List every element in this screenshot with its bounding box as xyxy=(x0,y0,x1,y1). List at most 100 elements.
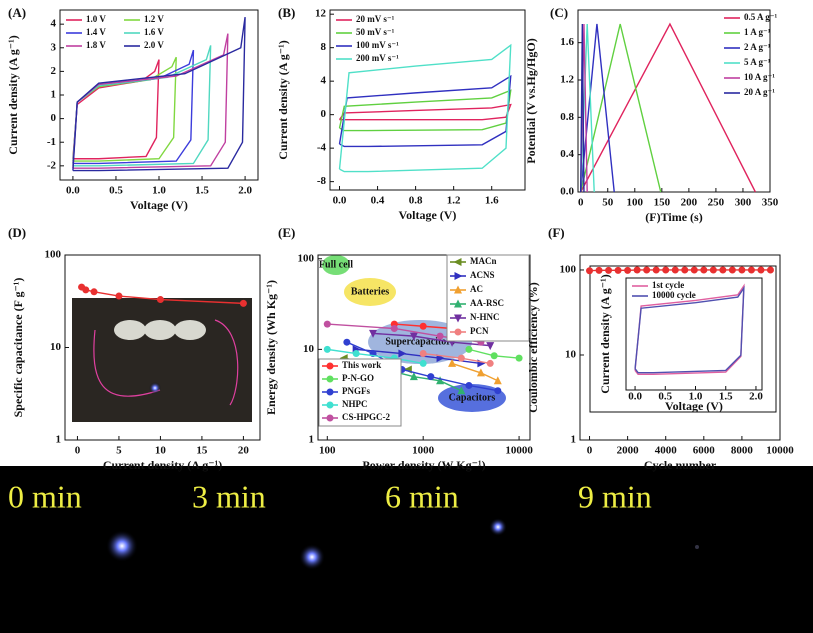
marker xyxy=(323,320,331,328)
x-tick-label: 0.4 xyxy=(371,195,385,207)
marker xyxy=(326,401,334,409)
y-tick-label: -4 xyxy=(317,142,327,154)
legend-label: 1.8 V xyxy=(86,40,106,50)
plot-frame xyxy=(625,277,763,391)
y-tick-label: 1 xyxy=(309,434,315,446)
series-line xyxy=(346,341,498,392)
x-tick-label: 2000 xyxy=(617,445,640,457)
panel-label: (E) xyxy=(278,225,295,240)
marker xyxy=(454,328,462,336)
marker xyxy=(454,285,462,294)
marker xyxy=(454,314,462,323)
x-axis-label: Voltage (V) xyxy=(130,198,188,212)
x-axis-label: (F)Time (s) xyxy=(645,210,702,224)
legend-label: 1.6 V xyxy=(144,27,164,37)
series-line xyxy=(580,23,662,193)
marker xyxy=(436,332,444,340)
x-tick-label: 4000 xyxy=(655,445,678,457)
y-tick-label: 8 xyxy=(321,41,327,53)
panel-label: (F) xyxy=(548,225,565,240)
marker xyxy=(390,324,398,332)
legend-label: 200 mV s⁻¹ xyxy=(356,53,399,63)
marker xyxy=(352,350,360,358)
marker xyxy=(586,267,594,275)
legend-label: 1.2 V xyxy=(144,14,164,24)
marker xyxy=(427,373,435,381)
y-tick-label: -8 xyxy=(317,175,327,187)
y-axis-label: Potential (V vs.Hg/HgO) xyxy=(524,38,538,163)
legend-label: CS-HPGC-2 xyxy=(342,412,390,422)
marker xyxy=(486,359,494,367)
y-tick-label: 10 xyxy=(303,343,315,355)
x-tick-label: 10000 xyxy=(766,445,794,457)
marker xyxy=(326,362,334,370)
y-tick-label: 1 xyxy=(571,434,577,446)
marker xyxy=(493,376,502,385)
y-tick-label: 10 xyxy=(565,349,577,361)
marker xyxy=(454,272,463,280)
y-axis-label: Specific capacitance (F g⁻¹) xyxy=(11,278,25,418)
x-tick-label: 350 xyxy=(762,197,779,209)
annotation: Supercapacitors xyxy=(385,336,454,347)
series-line xyxy=(372,332,491,347)
marker xyxy=(719,266,727,274)
series-line xyxy=(338,43,512,173)
marker xyxy=(409,332,418,341)
y-tick-label: 4 xyxy=(321,75,327,87)
plot-frame xyxy=(579,254,781,441)
legend-label: AA-RSC xyxy=(470,298,504,308)
y-tick-label: 1.2 xyxy=(560,74,574,86)
x-tick-label: 1.0 xyxy=(152,185,166,197)
marker xyxy=(369,329,378,338)
led-glow xyxy=(299,544,325,570)
marker xyxy=(115,292,123,300)
x-tick-label: 1.6 xyxy=(485,195,499,207)
marker xyxy=(728,266,736,274)
y-axis-label: Coulombic efficiency (%) xyxy=(526,282,540,413)
marker xyxy=(465,345,473,353)
series-line xyxy=(72,59,160,160)
series-line xyxy=(580,23,585,193)
legend-label: 2 A g⁻¹ xyxy=(744,42,771,52)
annotation-region xyxy=(438,384,506,412)
x-tick-label: 0.0 xyxy=(628,391,642,403)
legend-label: 1 A g⁻¹ xyxy=(744,27,771,37)
x-axis-label: Voltage (V) xyxy=(399,208,457,222)
legend-label: 20 A g⁻¹ xyxy=(744,87,775,97)
marker xyxy=(465,381,473,389)
legend-label: 50 mV s⁻¹ xyxy=(356,27,395,37)
legend-label: 1st cycle xyxy=(652,280,684,290)
x-tick-label: 300 xyxy=(735,197,752,209)
x-tick-label: 1.0 xyxy=(689,391,703,403)
marker xyxy=(436,354,445,363)
annotation-region xyxy=(322,255,350,275)
inset-frame xyxy=(589,265,777,413)
marker xyxy=(326,414,334,422)
y-axis-label: Current density (A g⁻¹) xyxy=(6,35,20,154)
x-tick-label: 250 xyxy=(708,197,725,209)
legend-label: NHPC xyxy=(342,399,368,409)
marker xyxy=(652,266,660,274)
marker xyxy=(494,387,502,395)
y-tick-label: 0 xyxy=(321,108,327,120)
marker xyxy=(757,266,765,274)
series-line xyxy=(338,74,512,148)
marker xyxy=(476,368,485,377)
marker xyxy=(643,266,651,274)
legend-label: 5 A g⁻¹ xyxy=(744,57,771,67)
x-axis-label: Voltage (V) xyxy=(665,399,723,413)
annotation: Capacitors xyxy=(449,392,496,403)
legend-label: 1.4 V xyxy=(86,27,106,37)
marker xyxy=(700,266,708,274)
y-axis-label: Current density (A g⁻¹) xyxy=(598,274,612,393)
marker xyxy=(419,322,427,330)
x-tick-label: 100 xyxy=(627,197,644,209)
y-tick-label: 2 xyxy=(51,65,57,77)
x-tick-label: 2.0 xyxy=(749,391,763,403)
marker xyxy=(239,299,247,307)
marker xyxy=(681,266,689,274)
marker xyxy=(326,388,334,396)
marker xyxy=(419,359,427,367)
marker xyxy=(323,345,331,353)
marker xyxy=(82,286,90,294)
